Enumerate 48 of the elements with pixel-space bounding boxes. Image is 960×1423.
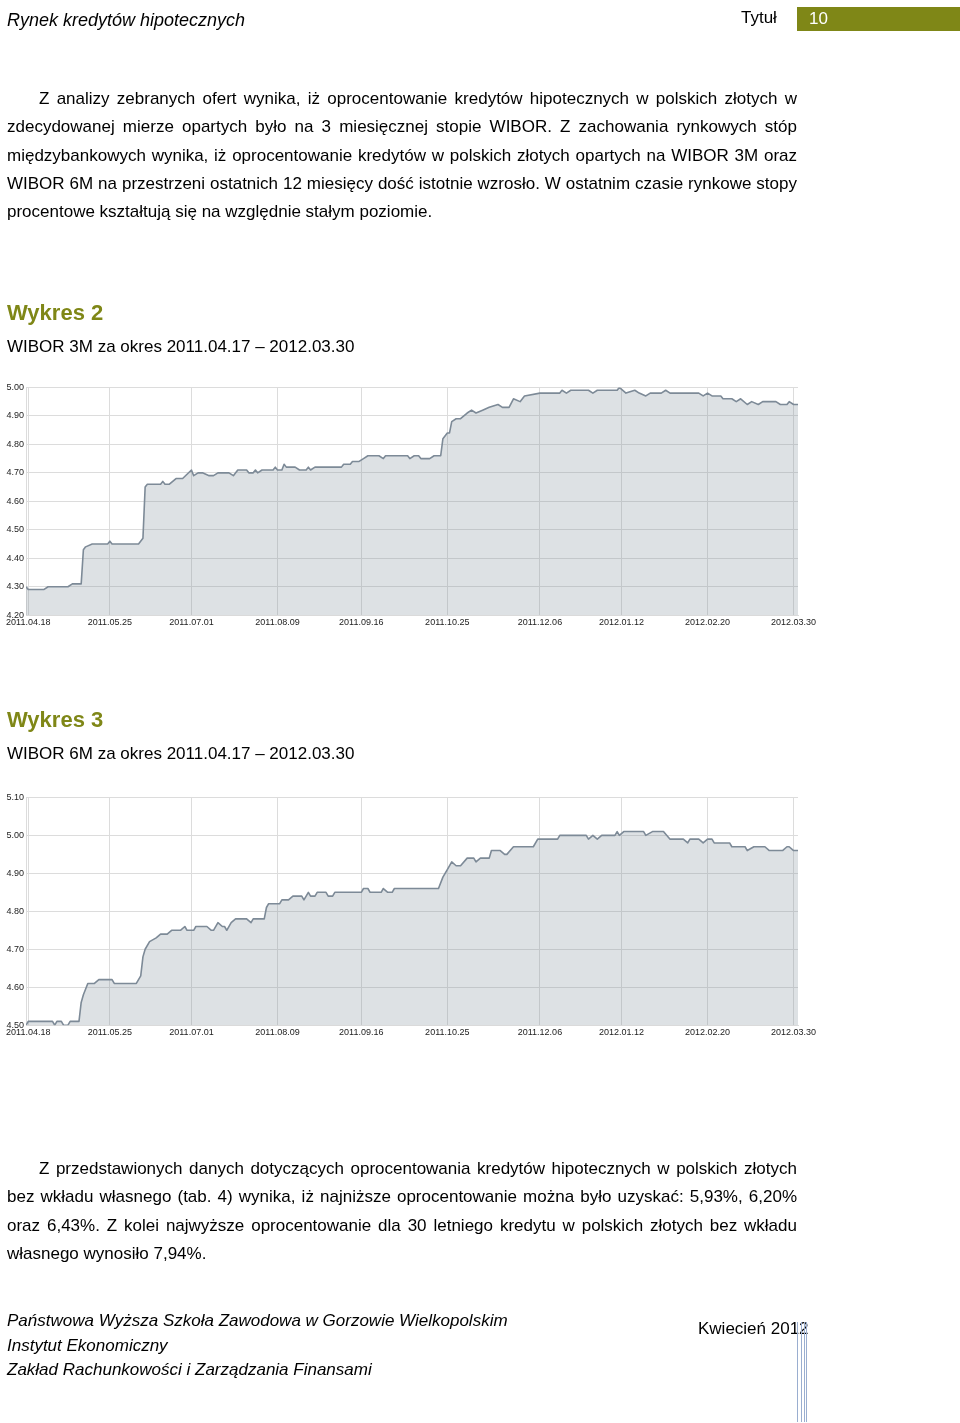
- text: Rynek kredytów hipotecznych: [7, 10, 246, 31]
- x-tick-label: 2011.10.25: [425, 1027, 470, 1038]
- x-tick-label: 2011.10.25: [425, 617, 470, 628]
- y-tick-label: 4.80: [6, 438, 25, 449]
- x-tick-label: 2011.08.09: [255, 1027, 300, 1038]
- y-tick-label: 4.40: [6, 552, 25, 563]
- x-tick-label: 2011.04.18: [6, 1027, 51, 1038]
- y-tick-label: 4.90: [6, 867, 25, 878]
- y-tick-label: 4.20: [6, 609, 25, 620]
- x-tick-label: 2011.12.06: [517, 617, 563, 628]
- chart-title: Wykres 2: [7, 300, 104, 326]
- x-tick-label: 2011.05.25: [87, 617, 133, 628]
- x-tick-label: 2012.03.30: [771, 617, 817, 628]
- x-tick-label: 2011.05.25: [87, 1027, 133, 1038]
- x-tick-label: 2012.01.12: [599, 617, 645, 628]
- x-tick-label: 2011.12.06: [517, 1027, 563, 1038]
- x-tick-label: 2011.08.09: [255, 617, 300, 628]
- text: Z analizy zebranych ofert wynika, iż oprocentowanie kredytów hipotecznych w polskich złotych w zdecydowanej mierze opartych było na 3 miesięcznej stopie WIBOR. Z zachowania rynkowych stóp międzybankowych wynika, iż oprocentowanie kredytów w polskich złotych opartych na WIBOR 3M oraz WIBOR 6M na przestrzeni ostatnich 12 miesięcy dość istotnie wzrosło. W ostatnim czasie rynkowe stopy procentowe kształtują się na względnie stałym poziomie.: [7, 88, 797, 224]
- text: Zakład Rachunkowości i Zarządzania Finansami: [7, 1359, 372, 1381]
- x-tick-label: 2011.04.18: [6, 617, 51, 628]
- text: 10: [797, 7, 960, 31]
- y-tick-label: 5.00: [6, 829, 25, 840]
- y-tick-label: 4.50: [6, 524, 25, 535]
- text: Państwowa Wyższa Szkoła Zawodowa w Gorzowie Wielkopolskim: [7, 1310, 508, 1332]
- y-tick-label: 5.00: [6, 381, 25, 392]
- x-tick-label: 2011.09.16: [339, 617, 384, 628]
- text: Instytut Ekonomiczny: [7, 1334, 168, 1357]
- y-tick-label: 4.60: [6, 981, 25, 992]
- chart-subtitle: WIBOR 6M za okres 2011.04.17 – 2012.03.30: [7, 744, 355, 764]
- y-tick-label: 4.50: [6, 1019, 25, 1030]
- y-tick-label: 4.60: [6, 495, 25, 506]
- x-tick-label: 2012.02.20: [685, 617, 731, 628]
- chart-subtitle: WIBOR 3M za okres 2011.04.17 – 2012.03.30: [7, 337, 355, 357]
- text: Z przedstawionych danych dotyczących oprocentowania kredytów hipotecznych w polskich złotych bez wkładu własnego (tab. 4) wynika, iż najniższe oprocentowanie można było uzyskać: 5,93%, 6,20% oraz 6,43%. Z kolei najwyższe oprocentowanie dla 30 letniego kredytu w polskich złotych bez wkładu własnego wynosiło 7,94%.: [7, 1158, 797, 1265]
- x-tick-label: 2011.07.01: [169, 1027, 214, 1038]
- x-tick-label: 2011.09.16: [339, 1027, 384, 1038]
- y-tick-label: 4.30: [6, 581, 25, 592]
- y-tick-label: 4.80: [6, 905, 25, 916]
- y-tick-label: 4.70: [6, 943, 25, 954]
- y-tick-label: 4.70: [6, 467, 25, 478]
- x-tick-label: 2012.01.12: [599, 1027, 645, 1038]
- text: Tytuł: [741, 8, 777, 28]
- x-tick-label: 2012.03.30: [771, 1027, 817, 1038]
- y-tick-label: 5.10: [6, 791, 25, 802]
- y-tick-label: 4.90: [6, 410, 25, 421]
- x-tick-label: 2012.02.20: [685, 1027, 731, 1038]
- x-tick-label: 2011.07.01: [169, 617, 214, 628]
- chart-title: Wykres 3: [7, 707, 104, 733]
